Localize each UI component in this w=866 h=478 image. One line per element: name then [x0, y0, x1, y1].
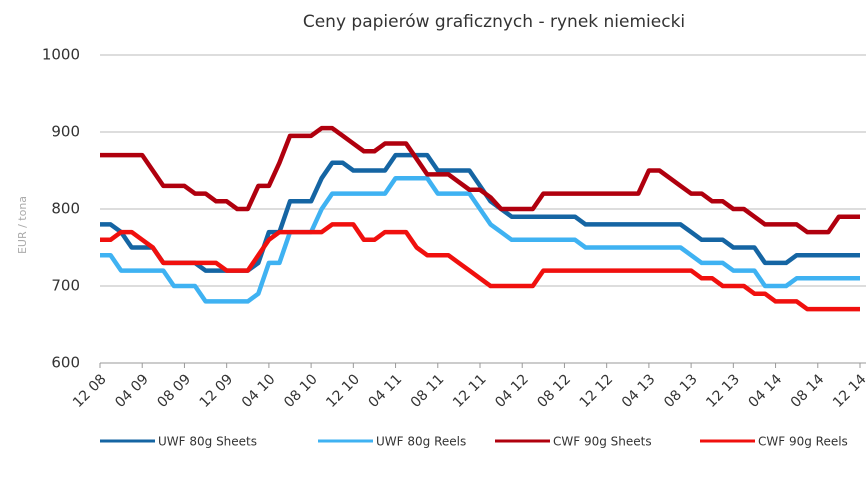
x-tick-label: 04 10 — [239, 371, 279, 411]
x-tick-label: 12 13 — [703, 371, 743, 411]
legend-label: UWF 80g Sheets — [158, 435, 257, 449]
x-tick-label: 04 13 — [619, 371, 659, 411]
series-line — [100, 222, 860, 312]
legend-label: CWF 90g Sheets — [553, 435, 652, 449]
y-tick-label: 700 — [51, 277, 80, 295]
y-axis-title: EUR / tona — [16, 196, 29, 254]
x-tick-label: 08 09 — [154, 371, 194, 411]
y-tick-label: 800 — [51, 200, 80, 218]
series-line — [100, 175, 860, 304]
x-tick-label: 08 13 — [661, 371, 701, 411]
x-tick-label: 08 11 — [408, 371, 448, 411]
y-tick-label: 900 — [51, 123, 80, 141]
x-tick-label: 12 14 — [830, 371, 866, 411]
x-tick-label: 08 14 — [788, 371, 828, 411]
x-tick-label: 12 08 — [70, 371, 110, 411]
series-line — [100, 125, 860, 235]
chart-title: Ceny papierów graficznych - rynek niemie… — [303, 12, 685, 32]
x-tick-label: 12 10 — [323, 371, 363, 411]
y-tick-label: 600 — [51, 354, 80, 372]
x-tick-label: 04 11 — [366, 371, 406, 411]
legend-label: CWF 90g Reels — [758, 435, 848, 449]
x-tick-label: 12 09 — [197, 371, 237, 411]
x-tick-label: 04 14 — [746, 371, 786, 411]
x-tick-label: 04 12 — [492, 371, 532, 411]
x-tick-label: 08 12 — [534, 371, 574, 411]
x-tick-label: 04 09 — [112, 371, 152, 411]
x-tick-label: 12 12 — [577, 371, 617, 411]
x-tick-label: 08 10 — [281, 371, 321, 411]
legend-label: UWF 80g Reels — [376, 435, 466, 449]
x-tick-label: 12 11 — [450, 371, 490, 411]
y-tick-label: 1000 — [42, 46, 80, 64]
